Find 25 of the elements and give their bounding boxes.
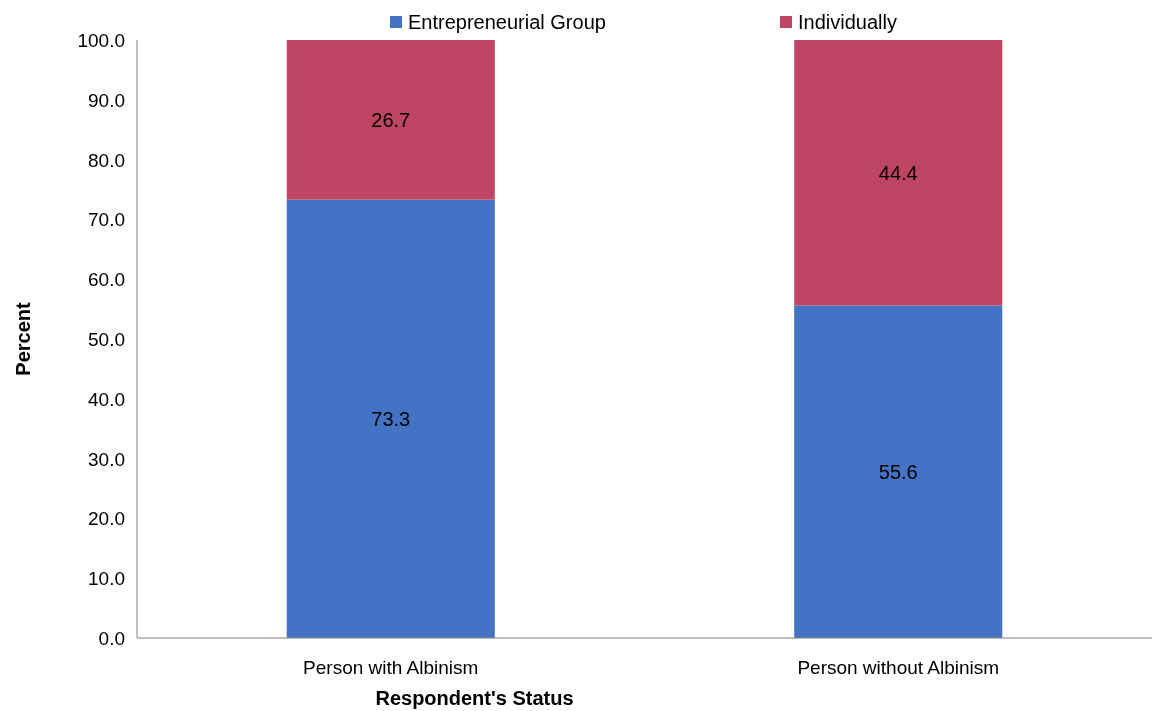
y-tick-label: 80.0 bbox=[88, 149, 125, 171]
y-tick-label: 20.0 bbox=[88, 508, 125, 530]
y-tick-label: 60.0 bbox=[88, 269, 125, 291]
y-tick-label: 100.0 bbox=[77, 30, 125, 51]
bar bbox=[794, 305, 1003, 638]
y-axis-title: Percent bbox=[12, 301, 34, 376]
y-tick-label: 90.0 bbox=[88, 89, 125, 111]
data-label: 26.7 bbox=[371, 108, 411, 131]
bar bbox=[286, 199, 495, 638]
y-tick-label: 30.0 bbox=[88, 448, 125, 470]
legend-label: Entrepreneurial Group bbox=[408, 11, 606, 33]
bar bbox=[286, 40, 495, 200]
x-tick-label: Person with Albinism bbox=[303, 657, 479, 678]
bar bbox=[794, 40, 1003, 306]
y-tick-label: 70.0 bbox=[88, 209, 125, 231]
y-tick-label: 50.0 bbox=[88, 329, 125, 350]
y-tick-label: 0.0 bbox=[98, 628, 125, 649]
y-tick-label: 40.0 bbox=[88, 388, 125, 410]
data-label: 44.4 bbox=[878, 161, 918, 184]
legend-label: Individually bbox=[798, 11, 897, 33]
data-label: 55.6 bbox=[878, 460, 918, 483]
data-label: 73.3 bbox=[371, 407, 411, 430]
x-tick-label: Person without Albinism bbox=[797, 657, 1000, 678]
y-tick-label: 10.0 bbox=[88, 568, 125, 590]
x-axis-title: Respondent's Status bbox=[375, 687, 574, 709]
